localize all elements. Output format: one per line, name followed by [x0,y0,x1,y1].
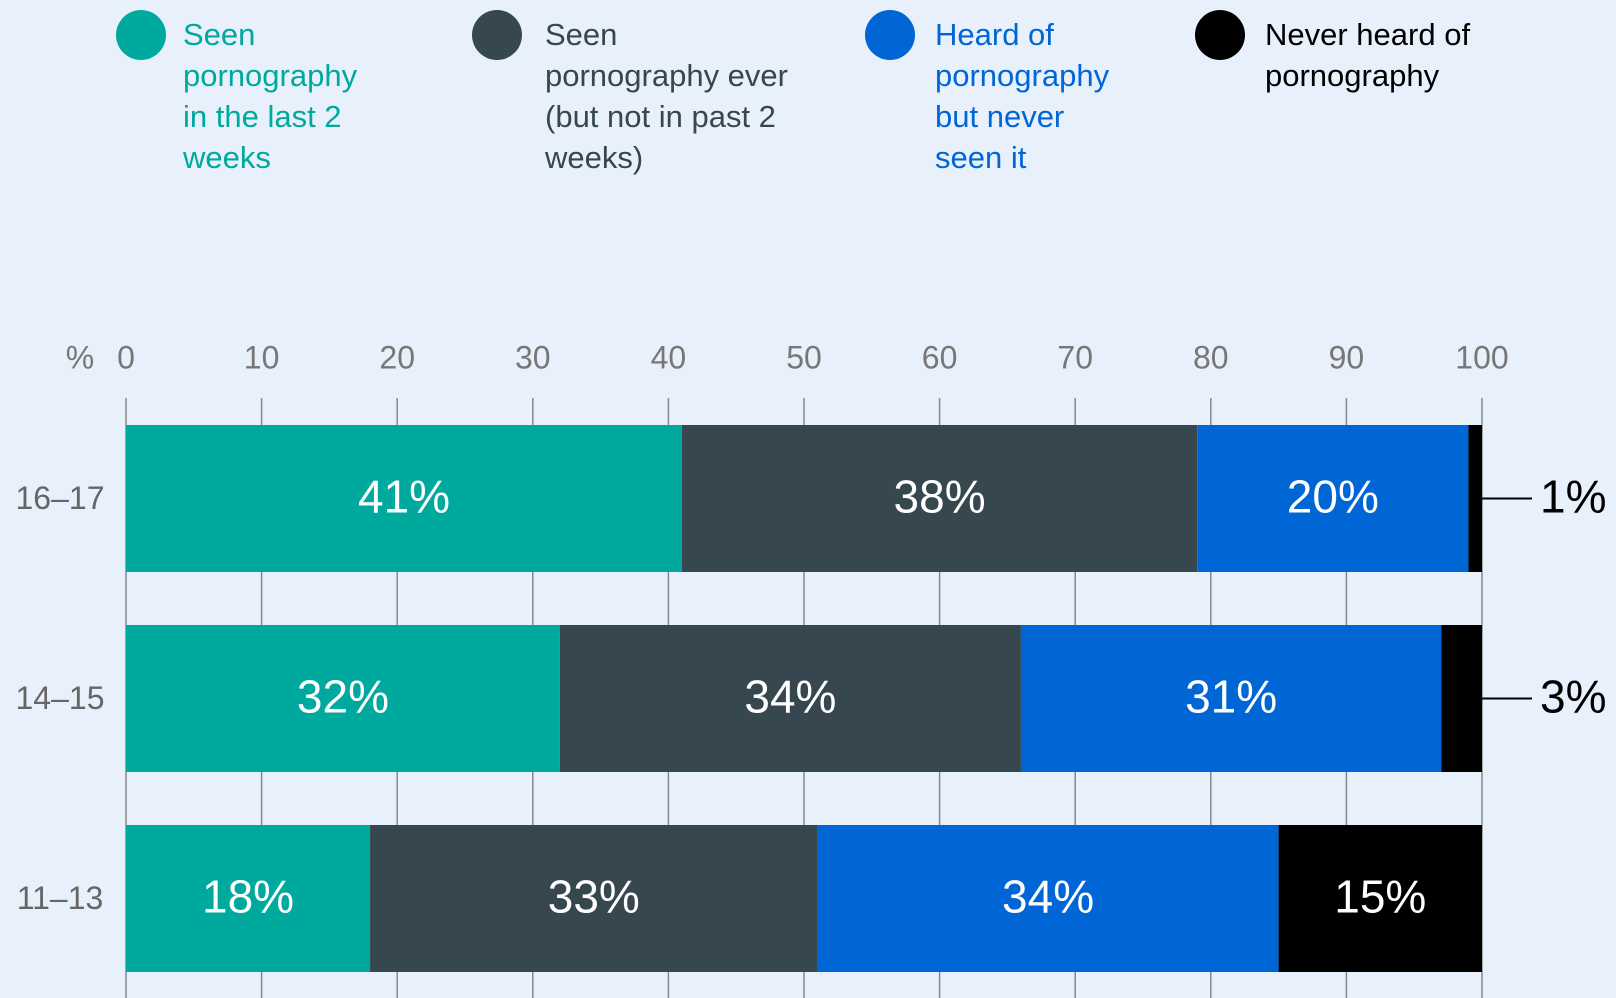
x-tick-label: 10 [244,339,280,375]
x-tick-label: 90 [1329,339,1365,375]
x-tick-label: 30 [515,339,551,375]
legend-swatch [116,10,166,60]
bar-segment [1278,825,1482,972]
bar-segment [1197,425,1469,572]
bar-segment [681,425,1198,572]
data-label: 1% [1540,471,1606,523]
data-label: 34% [744,671,836,723]
data-label: 3% [1540,671,1606,723]
legend-swatch [865,10,915,60]
data-label: 15% [1334,871,1426,923]
data-label: 32% [297,671,389,723]
bar-segment [817,825,1279,972]
x-tick-label: 0 [117,339,135,375]
legend-label: Heard of pornography but never seen it [935,17,1110,175]
bar-segment [126,825,371,972]
y-tick-label: 11–13 [17,880,104,916]
bar-segment [126,625,560,772]
x-tick-label: 100 [1455,339,1508,375]
legend-label: Never heard of pornography [1265,17,1471,93]
x-tick-label: 40 [651,339,687,375]
x-tick-label: 60 [922,339,958,375]
y-tick-label: 14–15 [16,680,105,716]
bar-segment [1020,625,1442,772]
legend-label: Seen pornography in the last 2 weeks [183,17,358,175]
bar-segment [559,625,1021,772]
x-tick-label: 80 [1193,339,1229,375]
x-tick-label: 70 [1057,339,1093,375]
data-label: 33% [548,871,640,923]
data-label: 31% [1185,671,1277,723]
legend-label: Seen pornography ever (but not in past 2… [545,17,788,175]
legend-swatch [1195,10,1245,60]
x-tick-label: 20 [379,339,415,375]
axis-label: % [66,339,94,375]
bar-segment [1441,625,1482,772]
data-label: 34% [1002,871,1094,923]
y-tick-label: 16–17 [16,480,105,516]
x-tick-label: 50 [786,339,822,375]
bar-segment [370,825,818,972]
data-label: 20% [1287,471,1379,523]
data-label: 41% [358,471,450,523]
bar-segment [126,425,682,572]
data-label: 18% [202,871,294,923]
bar-segment [1468,425,1482,572]
legend-swatch [472,10,522,60]
data-label: 38% [894,471,986,523]
